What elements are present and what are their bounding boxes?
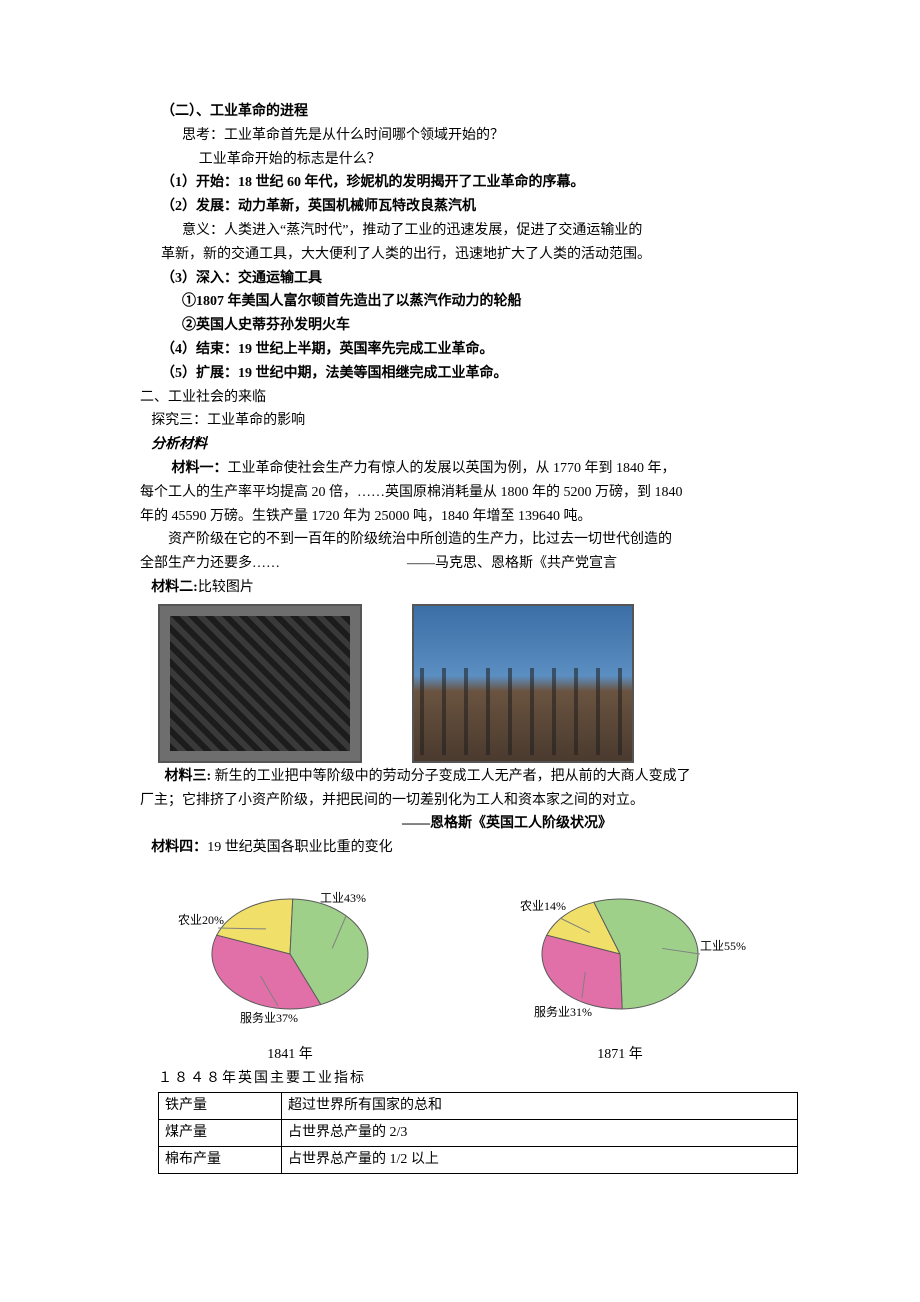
pie-1871-svg: 农业14% 工业55% 服务业31%: [490, 866, 750, 1036]
section-heading: （二）、工业革命的进程: [140, 100, 790, 124]
point-1: （1）开始：18 世纪 60 年代，珍妮机的发明揭开了工业革命的序幕。: [140, 171, 790, 195]
table-cell: 占世界总产量的 1/2 以上: [282, 1146, 798, 1173]
point-4: （4）结束：19 世纪上半期，英国率先完成工业革命。: [140, 338, 790, 362]
material-2-text: 比较图片: [198, 580, 254, 595]
pie-1841-year: 1841 年: [160, 1043, 420, 1067]
image-comparison-row: [158, 604, 790, 763]
pie-label-industry: 工业43%: [320, 891, 366, 905]
material-4-text: 19 世纪英国各职业比重的变化: [207, 840, 393, 855]
part2-heading: 二、工业社会的来临: [140, 386, 790, 410]
point-2a: （2）发展：动力革新，英国机械师瓦特改良蒸汽机: [140, 195, 790, 219]
document-page: （二）、工业革命的进程 思考：工业革命首先是从什么时间哪个领域开始的？ 工业革命…: [0, 0, 920, 1302]
pie-1871: 农业14% 工业55% 服务业31% 1871 年: [490, 866, 750, 1067]
table-row: 煤产量占世界总产量的 2/3: [159, 1120, 798, 1147]
pie-charts-row: 农业20% 工业43% 服务业37% 1841 年 农业14% 工业55% 服务业31%…: [140, 866, 790, 1067]
point-2b: 意义：人类进入“蒸汽时代”，推动了工业的迅速发展，促进了交通运输业的: [140, 219, 790, 243]
pie-1841: 农业20% 工业43% 服务业37% 1841 年: [160, 866, 420, 1067]
table-cell: 超过世界所有国家的总和: [282, 1093, 798, 1120]
industry-table: 铁产量超过世界所有国家的总和煤产量占世界总产量的 2/3棉布产量占世界总产量的 …: [158, 1092, 798, 1173]
point-2c: 革新，新的交通工具，大大便利了人类的出行，迅速地扩大了人类的活动范围。: [140, 243, 790, 267]
table-cell: 煤产量: [159, 1120, 282, 1147]
pie-label-service: 服务业37%: [240, 1010, 298, 1025]
material-4-line: 材料四：19 世纪英国各职业比重的变化: [140, 836, 790, 860]
table-row: 铁产量超过世界所有国家的总和: [159, 1093, 798, 1120]
pie-label-agri: 农业20%: [178, 913, 224, 927]
material-1-line4: 资产阶级在它的不到一百年的阶级统治中所创造的生产力，比过去一切世代创造的: [140, 528, 790, 552]
point-3: （3）深入：交通运输工具: [140, 267, 790, 291]
material-3-label: 材料三:: [165, 769, 212, 784]
material-1-t5: 全部生产力还要多……: [140, 556, 280, 571]
table-cell: 占世界总产量的 2/3: [282, 1120, 798, 1147]
think-line-2: 工业革命开始的标志是什么？: [140, 148, 790, 172]
analyze-heading: 分析材料: [140, 433, 790, 457]
material-1-line5: 全部生产力还要多…… ——马克思、恩格斯《共产党宣言: [140, 552, 790, 576]
table-row: 棉布产量占世界总产量的 1/2 以上: [159, 1146, 798, 1173]
material-4-label: 材料四：: [151, 840, 207, 855]
pie-label-service: 服务业31%: [534, 1004, 592, 1019]
material-3-line2: 厂主；它排挤了小资产阶级，并把民间的一切差别化为工人和资本家之间的对立。: [140, 789, 790, 813]
table-cell: 铁产量: [159, 1093, 282, 1120]
workshop-image: [158, 604, 362, 763]
pie-label-agri: 农业14%: [520, 899, 566, 913]
material-1-line1: 材料一：工业革命使社会生产力有惊人的发展以英国为例，从 1770 年到 1840…: [140, 457, 790, 481]
material-1-label: 材料一：: [172, 461, 228, 476]
material-3-source: ——恩格斯《英国工人阶级状况》: [140, 812, 790, 836]
explore-line: 探究三：工业革命的影响: [140, 409, 790, 433]
material-1-t1: 工业革命使社会生产力有惊人的发展以英国为例，从 1770 年到 1840 年，: [228, 461, 676, 476]
material-1-source: ——马克思、恩格斯《共产党宣言: [407, 556, 617, 571]
material-3-t1: 新生的工业把中等阶级中的劳动分子变成工人无产者，把从前的大商人变成了: [211, 769, 691, 784]
pie-label-industry: 工业55%: [700, 939, 746, 953]
material-2-line: 材料二:比较图片: [140, 576, 790, 600]
point-3a: ①1807 年美国人富尔顿首先造出了以蒸汽作动力的轮船: [140, 290, 790, 314]
table-cell: 棉布产量: [159, 1146, 282, 1173]
factory-image: [412, 604, 634, 763]
pie-1841-svg: 农业20% 工业43% 服务业37%: [160, 866, 420, 1036]
point-5: （5）扩展：19 世纪中期，法美等国相继完成工业革命。: [140, 362, 790, 386]
think-line-1: 思考：工业革命首先是从什么时间哪个领域开始的？: [140, 124, 790, 148]
pie-1871-year: 1871 年: [490, 1043, 750, 1067]
material-1-line2: 每个工人的生产率平均提高 20 倍，……英国原棉消耗量从 1800 年的 520…: [140, 481, 790, 505]
material-2-label: 材料二:: [151, 580, 198, 595]
point-3b: ②英国人史蒂芬孙发明火车: [140, 314, 790, 338]
material-3-line1: 材料三: 新生的工业把中等阶级中的劳动分子变成工人无产者，把从前的大商人变成了: [140, 765, 790, 789]
table-title: １８４８年英国主要工业指标: [158, 1067, 790, 1091]
material-1-line3: 年的 45590 万磅。生铁产量 1720 年为 25000 吨，1840 年增…: [140, 505, 790, 529]
